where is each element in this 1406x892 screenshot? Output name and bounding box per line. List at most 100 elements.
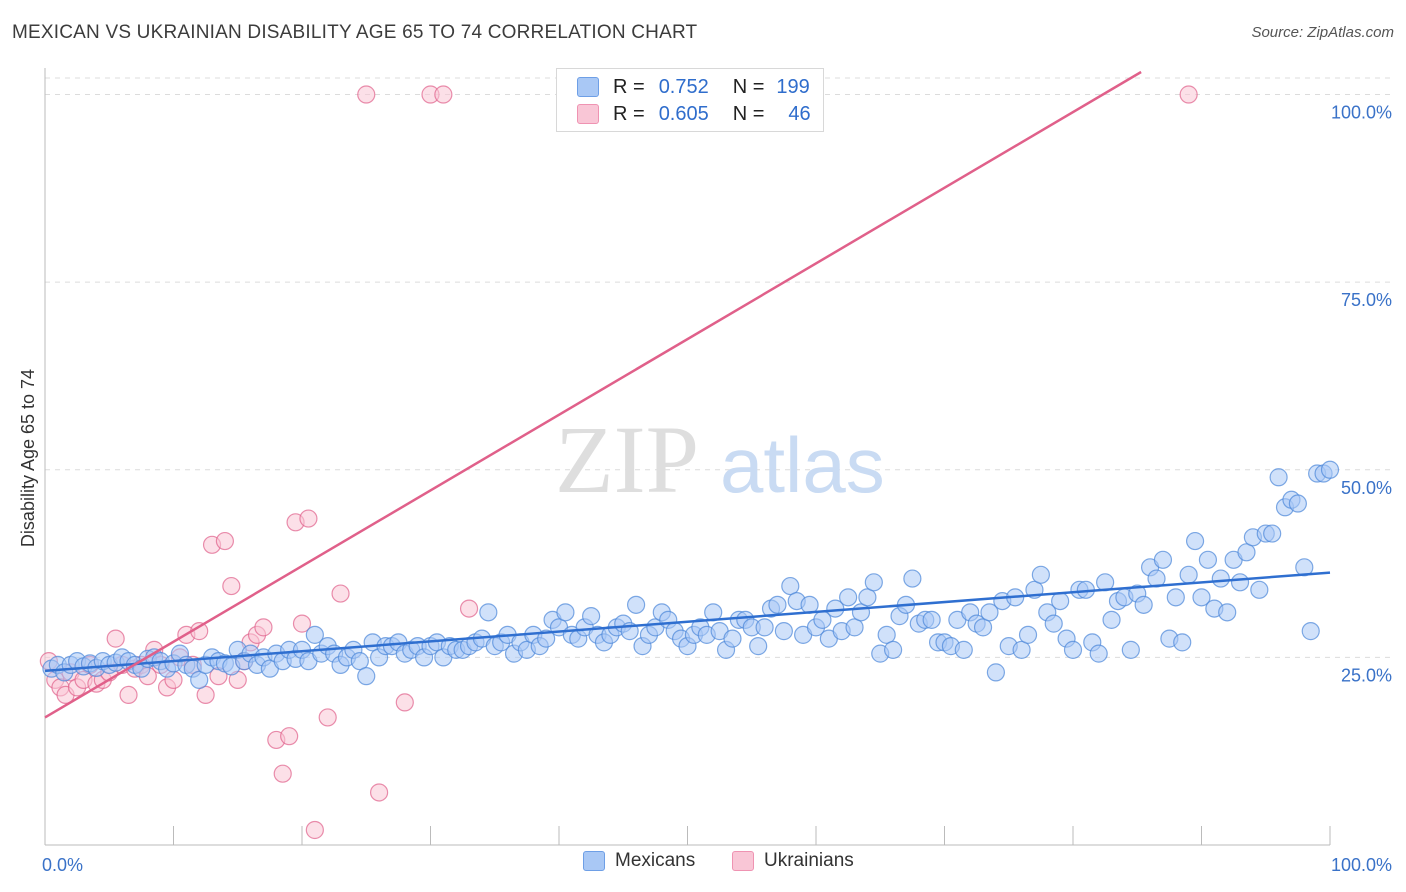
legend-row-ukrainians: R = 0.605 N = 46 (577, 101, 811, 127)
tick-labels: 25.0% 50.0% 75.0% 100.0% 0.0% 100.0% (42, 103, 1392, 875)
mexicans-n-value: 199 (776, 75, 810, 98)
y-tick-label: 50.0% (1341, 478, 1392, 498)
mexicans-point (922, 610, 941, 629)
ukrainians-point (331, 584, 350, 603)
ukrainians-point (459, 599, 479, 618)
mexicans-point (1211, 569, 1230, 588)
mexicans-point (1102, 610, 1121, 629)
mexicans-point (864, 573, 883, 592)
r-label: R = (613, 102, 645, 125)
mexicans-point (774, 622, 793, 641)
mexicans-point (1121, 640, 1140, 659)
mexicans-point (1198, 550, 1218, 569)
watermark-zip: ZIP (555, 406, 699, 513)
mexicans-point (626, 595, 646, 614)
y-axis-label: Disability Age 65 to 74 (18, 369, 38, 547)
mexicans-point (556, 603, 575, 622)
mexicans-point (479, 603, 498, 622)
mexicans-point (1230, 573, 1250, 592)
mexicans-point (858, 588, 877, 607)
bottom-legend: Mexicans Ukrainians (0, 850, 1406, 878)
x-tick-label: 100.0% (1331, 855, 1392, 875)
source-label: Source: ZipAtlas.com (1251, 24, 1394, 41)
ukrainians-point (222, 576, 241, 596)
ukrainians-point (273, 764, 292, 783)
mexicans-point (1173, 633, 1192, 652)
ukrainians-point (106, 629, 125, 648)
ukrainians-point (299, 509, 318, 528)
mexicans-point (839, 588, 858, 607)
mexicans-r-value: 0.752 (658, 75, 709, 98)
mexicans-point (1250, 580, 1269, 599)
mexicans-point (1301, 622, 1320, 641)
ukrainians-swatch-icon (577, 104, 599, 124)
mexicans-point (877, 625, 896, 644)
legend-label-ukrainians: Ukrainians (764, 850, 854, 871)
mexicans-point (1192, 588, 1211, 607)
mexicans-point (1031, 565, 1050, 584)
x-tick-label: 0.0% (42, 855, 83, 875)
mexicans-point (1218, 603, 1237, 622)
mexicans-point (1089, 644, 1108, 663)
mexicans-point (903, 569, 922, 588)
watermark-atlas: atlas (720, 421, 885, 509)
mexicans-point (357, 667, 376, 686)
mexicans-point (755, 618, 774, 637)
mexicans-point (1051, 591, 1070, 611)
y-tick-label: 100.0% (1331, 103, 1392, 123)
ukrainians-point (215, 531, 234, 551)
mexicans-trend-line (44, 571, 1331, 673)
ukrainians-trend-line (44, 70, 1142, 719)
ukrainians-n-value: 46 (788, 102, 811, 125)
y-tick-label: 75.0% (1341, 290, 1392, 310)
mexicans-point (190, 670, 209, 689)
mexicans-point (1063, 640, 1083, 659)
ukrainians-point (292, 614, 312, 633)
mexicans-point (1166, 588, 1185, 607)
ukrainians-point (280, 727, 299, 746)
ukrainians-point (357, 85, 376, 104)
mexicans-point (350, 652, 369, 671)
mexicans-point (973, 618, 993, 637)
legend-item-ukrainians[interactable]: Ukrainians (732, 850, 854, 872)
mexicans-point (1320, 460, 1340, 479)
mexicans-point (980, 603, 999, 622)
legend-box: R = 0.752 N = 199 R = 0.605 N = 46 (556, 68, 824, 132)
mexicans-point (1134, 595, 1153, 614)
ukrainians-point (305, 820, 324, 840)
ukrainians-r-value: 0.605 (658, 102, 709, 125)
ukrainians-legend-icon (732, 851, 754, 871)
mexicans-point (1295, 558, 1314, 577)
mexicans-swatch-icon (577, 77, 599, 97)
y-tick-label: 25.0% (1341, 665, 1392, 685)
mexicans-legend-icon (583, 851, 605, 871)
ukrainians-point (1179, 85, 1198, 104)
mexicans-point (749, 637, 768, 656)
ukrainians-point (318, 708, 337, 727)
legend-item-mexicans[interactable]: Mexicans (583, 850, 695, 872)
ukrainians-point (434, 85, 453, 104)
mexicans-point (582, 607, 601, 626)
mexicans-point (1179, 565, 1198, 584)
chart-title: MEXICAN VS UKRAINIAN DISABILITY AGE 65 T… (12, 22, 698, 43)
mexicans-point (1185, 531, 1205, 551)
mexicans-point (1288, 494, 1307, 513)
legend-row-mexicans: R = 0.752 N = 199 (577, 74, 810, 100)
axes (44, 68, 1331, 846)
ukrainians-point (395, 693, 414, 712)
mexicans-point (1263, 524, 1282, 543)
mexicans-point (1237, 543, 1256, 562)
mexicans-point (537, 629, 556, 648)
mexicans-point (986, 663, 1006, 682)
ukrainians-point (119, 685, 138, 705)
r-label: R = (613, 75, 645, 98)
mexicans-point (1018, 625, 1038, 644)
n-label: N = (732, 102, 765, 125)
mexicans-point (1269, 468, 1288, 487)
n-label: N = (732, 75, 765, 98)
mexicans-point (781, 576, 800, 596)
trend-lines (44, 70, 1331, 719)
ukrainians-point (254, 618, 273, 637)
mexicans-point (305, 625, 324, 644)
